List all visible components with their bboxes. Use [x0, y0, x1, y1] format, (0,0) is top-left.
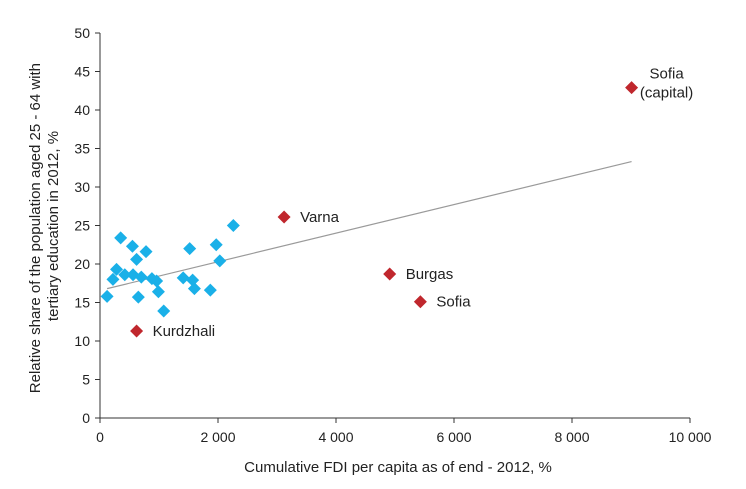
data-point — [114, 231, 128, 245]
data-point — [150, 274, 164, 288]
y-tick-label: 20 — [74, 256, 90, 272]
data-point — [151, 285, 165, 299]
x-tick-label: 6 000 — [436, 429, 471, 445]
data-point — [139, 245, 153, 259]
y-tick-label: 5 — [82, 372, 90, 388]
data-point — [110, 262, 124, 276]
points-layer — [100, 81, 639, 338]
data-point — [203, 283, 217, 297]
data-point — [183, 242, 197, 256]
trendline — [106, 161, 632, 290]
y-tick-label: 0 — [82, 410, 90, 426]
trendline-layer — [106, 161, 632, 290]
data-point — [131, 290, 145, 304]
data-point — [176, 271, 190, 285]
x-tick-label: 2 000 — [200, 429, 235, 445]
highlight-point — [413, 295, 427, 309]
point-label: Sofia (capital) — [640, 66, 693, 102]
data-point — [186, 273, 200, 287]
data-point — [134, 270, 148, 284]
highlight-point — [625, 81, 639, 95]
y-tick-label: 45 — [74, 64, 90, 80]
y-tick-label: 25 — [74, 218, 90, 234]
data-point — [125, 239, 139, 253]
highlight-point — [277, 210, 291, 224]
data-point — [187, 282, 201, 296]
highlight-point — [130, 324, 144, 338]
point-label: Kurdzhali — [153, 323, 216, 340]
y-axis-title-line-1: Relative share of the population aged 25… — [27, 63, 44, 393]
y-axis-title: Relative share of the population aged 25… — [27, 59, 62, 393]
y-tick-label: 40 — [74, 102, 90, 118]
y-tick-label: 10 — [74, 333, 90, 349]
data-point — [226, 219, 240, 232]
point-label: Sofia — [436, 294, 471, 311]
x-tick-label: 0 — [96, 429, 104, 445]
y-tick-label: 35 — [74, 141, 90, 157]
chart-axes: 0 5 10 15 20 25 30 35 40 45 50 0 2 000 4 000 6 000 8 00… — [74, 25, 711, 445]
x-tick-label: 10 000 — [669, 429, 712, 445]
x-axis-title: Cumulative FDI per capita as of end - 20… — [244, 459, 552, 476]
y-tick-label: 15 — [74, 295, 90, 311]
data-point — [130, 252, 144, 266]
x-tick-label: 4 000 — [318, 429, 353, 445]
y-tick-label: 50 — [74, 25, 90, 41]
data-point — [118, 268, 132, 282]
highlight-point — [383, 267, 397, 281]
y-axis-title-line-2: tertiary education in 2012, % — [45, 131, 62, 321]
y-tick-label: 30 — [74, 179, 90, 195]
data-point — [213, 254, 227, 268]
data-point — [157, 304, 171, 318]
data-point — [106, 272, 120, 286]
data-point — [100, 289, 114, 303]
point-label: Varna — [300, 209, 340, 226]
point-labels-layer: Kurdzhali Varna Burgas Sofia Sofia (capital) — [153, 66, 694, 340]
data-point — [209, 238, 223, 252]
point-label: Burgas — [406, 266, 454, 283]
x-tick-label: 8 000 — [554, 429, 589, 445]
